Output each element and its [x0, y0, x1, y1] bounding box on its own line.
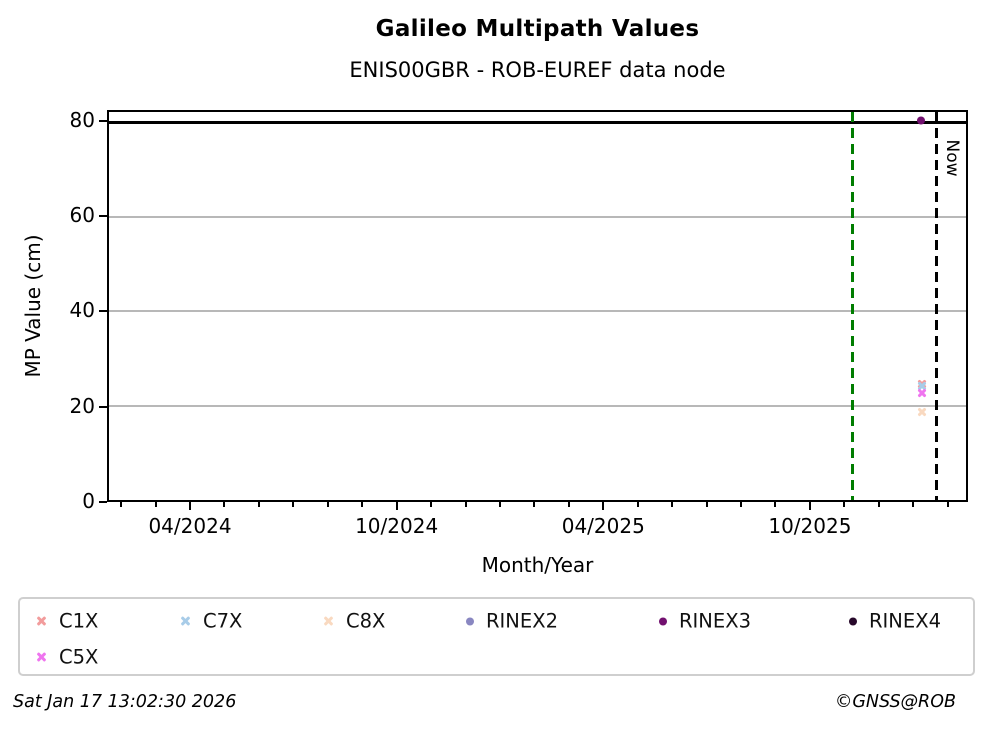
x-mark-icon — [323, 616, 334, 627]
plot-area — [107, 110, 968, 502]
legend: C1X C7X C8X RINEX2 RINEX3 RINEX4 C5X — [18, 597, 975, 676]
gridline-y20 — [109, 404, 966, 407]
x-tick-label: 04/2024 — [148, 514, 232, 538]
y-tick-label: 40 — [69, 298, 95, 323]
x-minor-tick — [223, 502, 226, 507]
chart-title: Galileo Multipath Values — [375, 16, 700, 42]
x-minor-tick — [292, 502, 295, 507]
x-minor-tick — [774, 502, 777, 507]
x-minor-tick — [877, 502, 880, 507]
legend-item-rinex3: RINEX3 — [659, 610, 751, 633]
event-line-green — [851, 112, 855, 500]
y-tick-label: 80 — [69, 107, 95, 132]
x-minor-tick — [946, 502, 949, 507]
now-line — [934, 112, 938, 500]
x-minor-tick — [567, 502, 570, 507]
x-tick-label: 04/2025 — [561, 514, 645, 538]
x-minor-tick — [740, 502, 743, 507]
x-minor-tick — [843, 502, 846, 507]
legend-item-label: RINEX4 — [869, 609, 941, 633]
y-tick — [99, 405, 107, 408]
x-major-tick — [189, 502, 191, 510]
y-tick — [99, 215, 107, 218]
data-point-c8x — [917, 402, 927, 421]
legend-item-c5x: C5X — [36, 646, 98, 669]
dot-icon — [917, 116, 926, 125]
legend-item-c1x: C1X — [36, 610, 98, 633]
dot-icon — [849, 617, 857, 625]
legend-item-label: RINEX2 — [486, 609, 558, 633]
x-tick-label: 10/2024 — [355, 514, 439, 538]
y-tick-label: 60 — [69, 203, 95, 228]
y-tick — [99, 310, 107, 313]
x-minor-tick — [912, 502, 915, 507]
x-major-tick — [808, 502, 811, 510]
legend-item-label: C8X — [346, 609, 386, 633]
x-mark-icon — [36, 652, 47, 663]
legend-item-c8x: C8X — [323, 610, 385, 633]
legend-item-label: C7X — [203, 609, 243, 633]
x-minor-tick — [671, 502, 674, 507]
legend-item-label: RINEX3 — [679, 609, 751, 633]
legend-item-label: C5X — [59, 645, 99, 669]
x-minor-tick — [361, 502, 364, 507]
y-tick — [99, 119, 107, 122]
x-minor-tick — [326, 502, 329, 507]
x-minor-tick — [498, 502, 501, 507]
now-label: Now — [942, 139, 962, 177]
footer-credit: ©GNSS@ROB — [834, 692, 956, 712]
x-mark-icon — [917, 407, 927, 417]
legend-item-rinex2: RINEX2 — [466, 610, 558, 633]
x-tick-label: 10/2025 — [768, 514, 852, 538]
gridline-y40 — [109, 310, 966, 313]
x-major-tick — [395, 502, 398, 510]
x-mark-icon — [917, 388, 927, 399]
x-minor-tick — [533, 502, 536, 507]
y-tick-label: 0 — [82, 489, 95, 513]
footer-timestamp: Sat Jan 17 13:02:30 2026 — [13, 692, 237, 712]
legend-item-rinex4: RINEX4 — [849, 610, 941, 633]
legend-item-label: C1X — [59, 609, 99, 633]
x-axis-label: Month/Year — [481, 553, 594, 577]
legend-item-c7x: C7X — [180, 610, 242, 633]
x-minor-tick — [430, 502, 433, 507]
x-minor-tick — [154, 502, 157, 507]
data-point-rinex3 — [917, 110, 926, 129]
x-mark-icon — [180, 616, 191, 627]
x-minor-tick — [257, 502, 260, 507]
y-tick — [99, 501, 107, 503]
x-major-tick — [602, 502, 605, 510]
dot-icon — [659, 617, 667, 625]
threshold-line-80 — [109, 121, 966, 125]
chart-subtitle: ENIS00GBR - ROB-EUREF data node — [349, 58, 726, 82]
dot-icon — [466, 617, 474, 625]
x-minor-tick — [636, 502, 639, 507]
x-mark-icon — [36, 616, 47, 627]
data-point-c5x — [917, 383, 927, 402]
x-minor-tick — [705, 502, 708, 507]
gridline-y60 — [109, 216, 966, 219]
y-tick-label: 20 — [69, 393, 95, 418]
x-minor-tick — [464, 502, 467, 507]
x-minor-tick — [120, 502, 123, 507]
